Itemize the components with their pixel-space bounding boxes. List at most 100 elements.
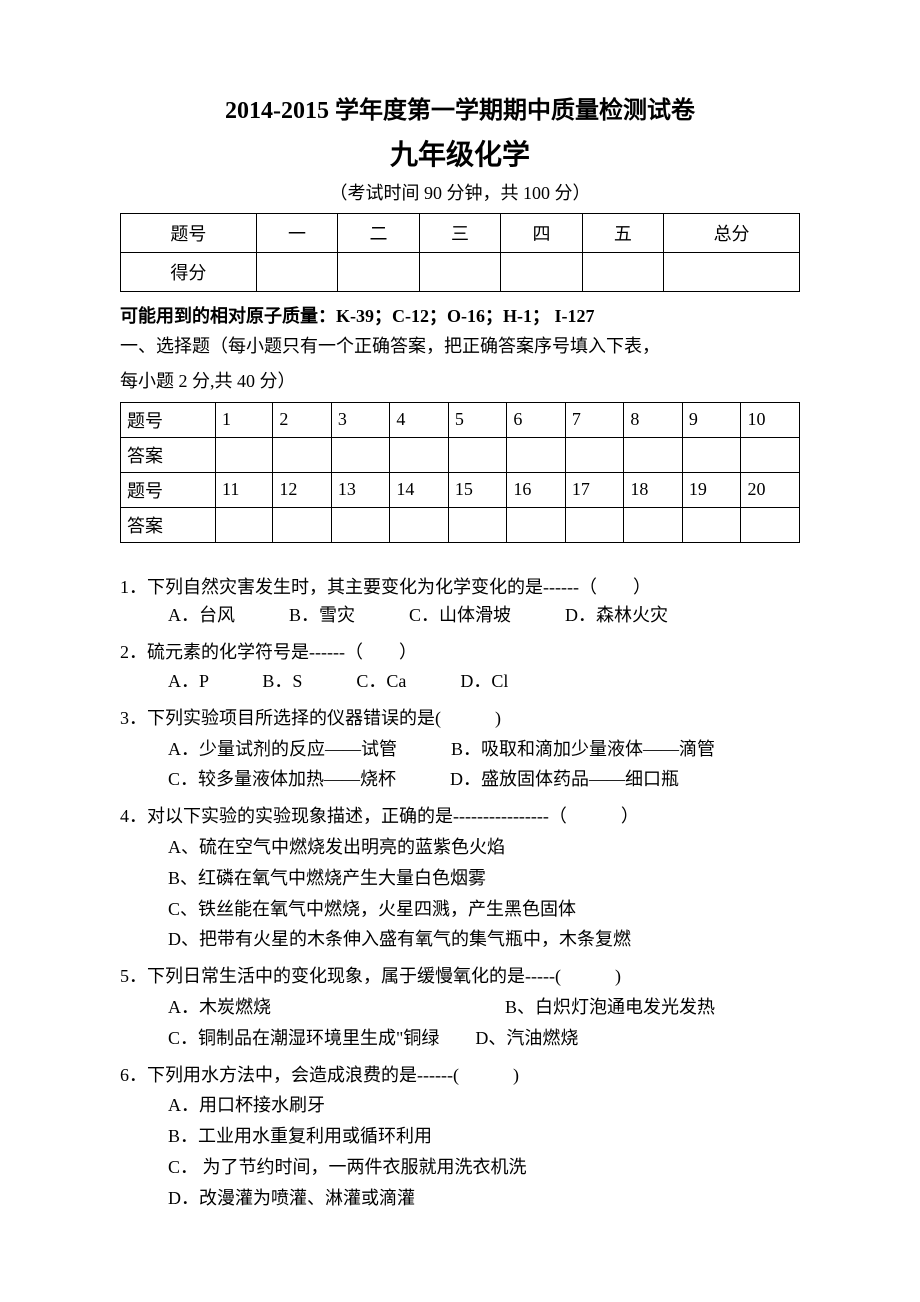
question-num: 2．	[120, 642, 147, 662]
score-cell	[664, 253, 800, 292]
score-cell	[501, 253, 582, 292]
answer-num-cell: 8	[624, 402, 683, 437]
section1-instruction-line1: 一、选择题（每小题只有一个正确答案，把正确答案序号填入下表，	[120, 332, 800, 361]
question-stem: 下列日常生活中的变化现象，属于缓慢氧化的是-----( )	[147, 966, 621, 986]
option-row: A．少量试剂的反应——试管 B．吸取和滴加少量液体——滴管	[168, 735, 800, 764]
option-row: C．铜制品在潮湿环境里生成"铜绿 D、汽油燃烧	[168, 1024, 800, 1053]
answer-num-cell: 7	[565, 402, 624, 437]
question-stem: 下列用水方法中，会造成浪费的是------( )	[147, 1065, 519, 1085]
answer-cell	[273, 437, 332, 472]
option-row: C． 为了节约时间，一两件衣服就用洗衣机洗	[168, 1153, 800, 1182]
answer-num-cell: 12	[273, 472, 332, 507]
option-row: A、硫在空气中燃烧发出明亮的蓝紫色火焰	[168, 833, 800, 862]
answer-num-cell: 11	[216, 472, 273, 507]
score-header-cell: 五	[582, 214, 663, 253]
answer-cell	[273, 507, 332, 542]
answer-cell	[507, 507, 566, 542]
question-2: 2．硫元素的化学符号是------（ ）	[120, 638, 800, 667]
answer-cell	[507, 437, 566, 472]
question-1-options: A．台风 B．雪灾 C．山体滑坡 D．森林火灾	[120, 601, 800, 630]
question-stem: 对以下实验的实验现象描述，正确的是----------------（ ）	[147, 806, 639, 826]
answer-num-cell: 15	[448, 472, 507, 507]
score-row-label: 得分	[121, 253, 257, 292]
answer-num-cell: 17	[565, 472, 624, 507]
option-row: B、红磷在氧气中燃烧产生大量白色烟雾	[168, 864, 800, 893]
option-row: A．木炭燃烧 B、白炽灯泡通电发光发热	[168, 993, 800, 1022]
answer-cell	[216, 507, 273, 542]
answer-num-cell: 3	[331, 402, 390, 437]
question-stem: 下列实验项目所选择的仪器错误的是( )	[147, 708, 501, 728]
answer-cell	[682, 437, 741, 472]
answer-num-cell: 5	[448, 402, 507, 437]
answer-num-cell: 4	[390, 402, 449, 437]
atomic-mass-note: 可能用到的相对原子质量：K-39；C-12；O-16；H-1； I-127	[120, 302, 800, 328]
answer-row-label: 题号	[121, 402, 216, 437]
score-header-cell: 三	[419, 214, 500, 253]
score-header-cell: 二	[338, 214, 419, 253]
question-num: 3．	[120, 708, 147, 728]
option-row: D．改漫灌为喷灌、淋灌或滴灌	[168, 1184, 800, 1213]
answer-num-cell: 9	[682, 402, 741, 437]
answer-num-cell: 16	[507, 472, 566, 507]
answer-cell	[448, 437, 507, 472]
section1-instruction-line2: 每小题 2 分,共 40 分）	[120, 367, 800, 396]
score-cell	[256, 253, 337, 292]
question-num: 4．	[120, 806, 147, 826]
question-3-options: A．少量试剂的反应——试管 B．吸取和滴加少量液体——滴管 C．较多量液体加热—…	[120, 735, 800, 795]
answer-cell	[741, 507, 800, 542]
answer-num-cell: 20	[741, 472, 800, 507]
answer-cell	[682, 507, 741, 542]
question-6-options: A．用口杯接水刷牙 B．工业用水重复利用或循环利用 C． 为了节约时间，一两件衣…	[120, 1091, 800, 1212]
question-5-options: A．木炭燃烧 B、白炽灯泡通电发光发热 C．铜制品在潮湿环境里生成"铜绿 D、汽…	[120, 993, 800, 1053]
answer-cell	[565, 437, 624, 472]
title-main: 2014-2015 学年度第一学期期中质量检测试卷	[120, 90, 800, 125]
answer-num-cell: 18	[624, 472, 683, 507]
answer-row-label: 答案	[121, 507, 216, 542]
title-sub: 九年级化学	[120, 133, 800, 173]
question-stem: 硫元素的化学符号是------（ ）	[147, 642, 417, 662]
answer-num-cell: 10	[741, 402, 800, 437]
answer-cell	[624, 437, 683, 472]
answer-row-label: 题号	[121, 472, 216, 507]
score-header-cell: 题号	[121, 214, 257, 253]
score-header-cell: 总分	[664, 214, 800, 253]
score-header-cell: 一	[256, 214, 337, 253]
option-row: D、把带有火星的木条伸入盛有氧气的集气瓶中，木条复燃	[168, 925, 800, 954]
option-row: C．较多量液体加热——烧杯 D．盛放固体药品——细口瓶	[168, 765, 800, 794]
question-2-options: A．P B．S C．Ca D．Cl	[120, 667, 800, 696]
exam-info: （考试时间 90 分钟，共 100 分）	[120, 179, 800, 205]
score-cell	[419, 253, 500, 292]
question-1: 1．下列自然灾害发生时，其主要变化为化学变化的是------（ ）	[120, 573, 800, 602]
answer-row-label: 答案	[121, 437, 216, 472]
option-row: B．工业用水重复利用或循环利用	[168, 1122, 800, 1151]
option-row: A．用口杯接水刷牙	[168, 1091, 800, 1120]
option-row: C、铁丝能在氧气中燃烧，火星四溅，产生黑色固体	[168, 895, 800, 924]
answer-num-cell: 19	[682, 472, 741, 507]
question-5: 5．下列日常生活中的变化现象，属于缓慢氧化的是-----( )	[120, 962, 800, 991]
score-cell	[338, 253, 419, 292]
question-stem: 下列自然灾害发生时，其主要变化为化学变化的是------（ ）	[147, 577, 651, 597]
answer-num-cell: 6	[507, 402, 566, 437]
question-num: 6．	[120, 1065, 147, 1085]
score-header-cell: 四	[501, 214, 582, 253]
answer-num-cell: 14	[390, 472, 449, 507]
answer-num-cell: 1	[216, 402, 273, 437]
answer-cell	[331, 507, 390, 542]
answer-cell	[448, 507, 507, 542]
answer-cell	[741, 437, 800, 472]
answer-cell	[390, 437, 449, 472]
score-cell	[582, 253, 663, 292]
answer-cell	[390, 507, 449, 542]
question-num: 1．	[120, 577, 147, 597]
answer-cell	[331, 437, 390, 472]
question-num: 5．	[120, 966, 147, 986]
answer-num-cell: 2	[273, 402, 332, 437]
answer-cell	[565, 507, 624, 542]
question-3: 3．下列实验项目所选择的仪器错误的是( )	[120, 704, 800, 733]
question-4-options: A、硫在空气中燃烧发出明亮的蓝紫色火焰 B、红磷在氧气中燃烧产生大量白色烟雾 C…	[120, 833, 800, 954]
answer-cell	[624, 507, 683, 542]
score-table: 题号 一 二 三 四 五 总分 得分	[120, 213, 800, 292]
answer-table: 题号 1 2 3 4 5 6 7 8 9 10 答案 题号 11 12 13 1…	[120, 402, 800, 543]
answer-cell	[216, 437, 273, 472]
question-6: 6．下列用水方法中，会造成浪费的是------( )	[120, 1061, 800, 1090]
